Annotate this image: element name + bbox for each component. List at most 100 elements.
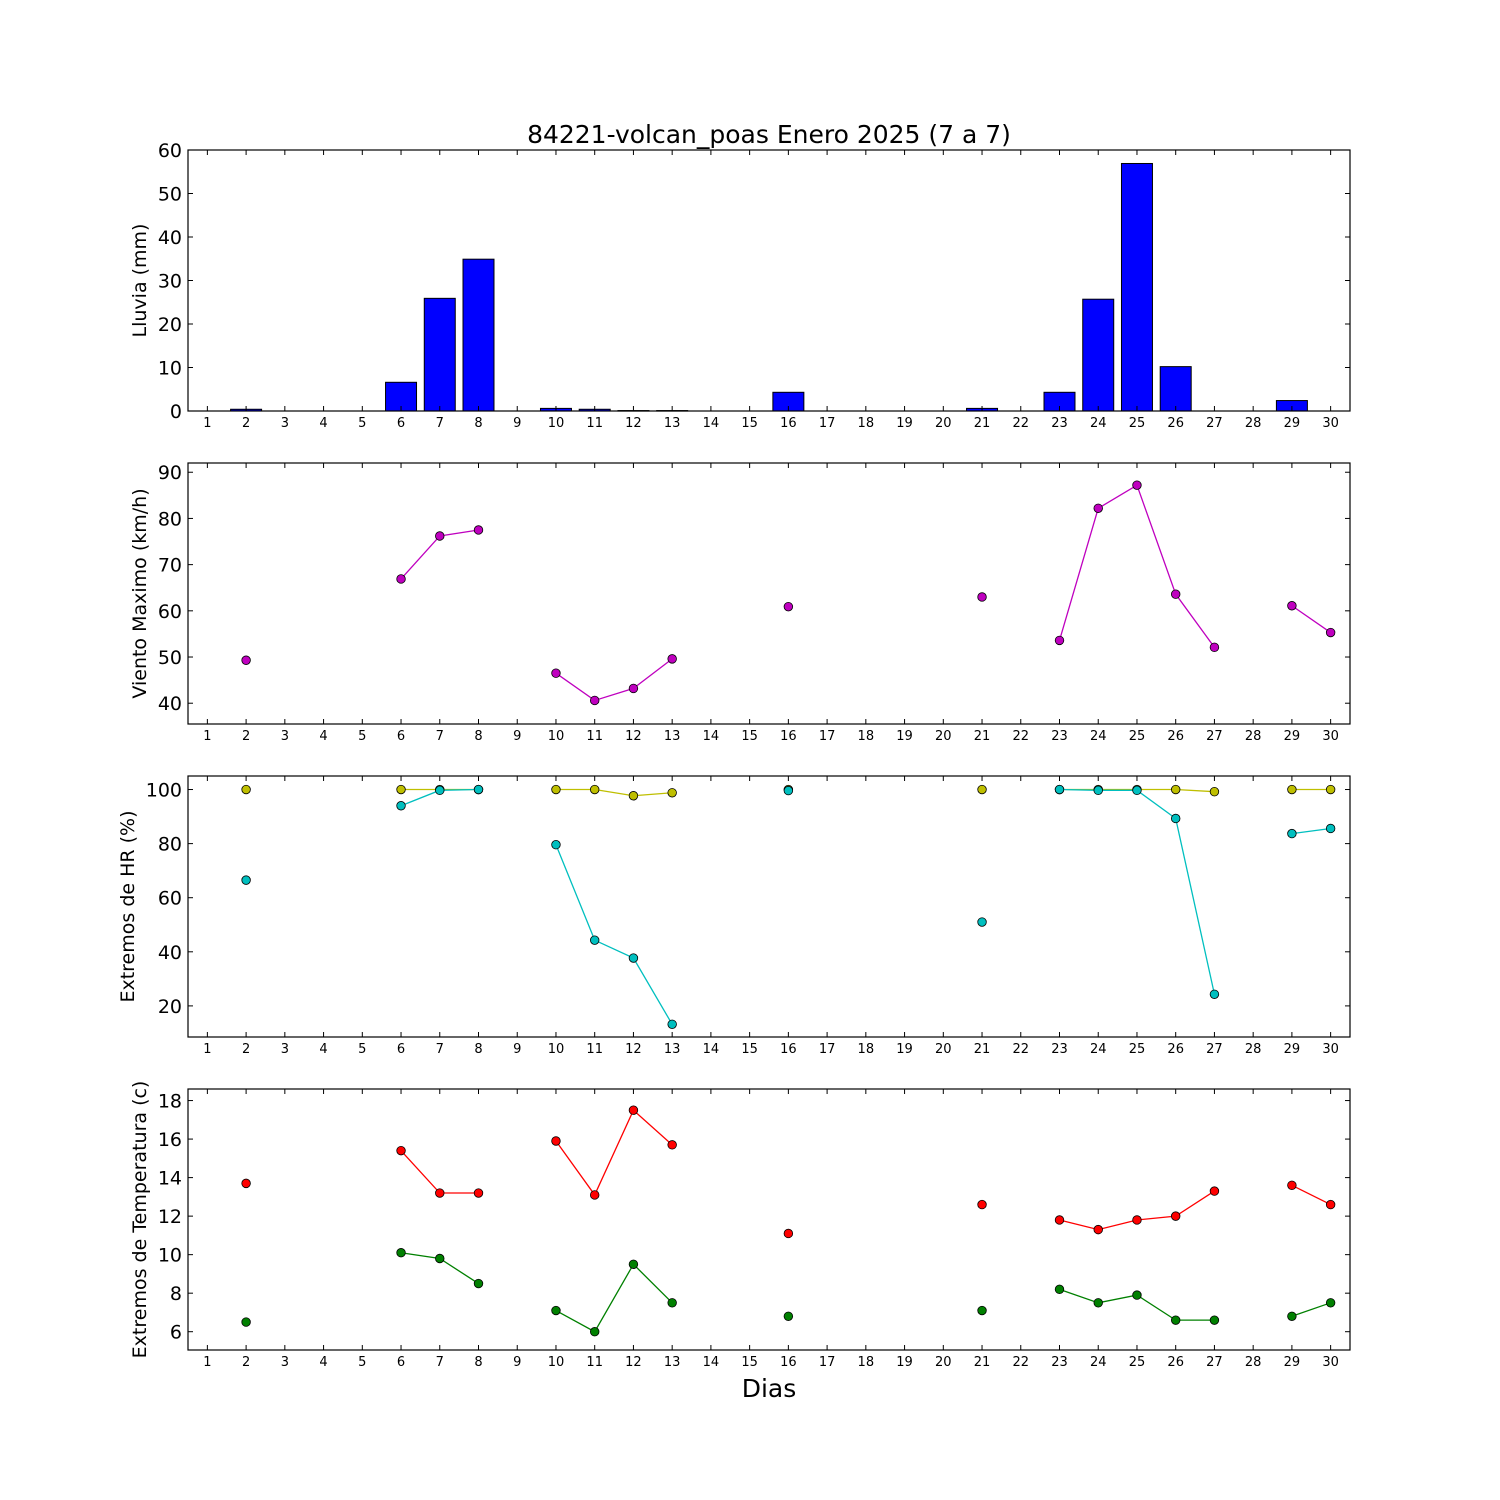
- x-tick-label: 20: [935, 1042, 952, 1057]
- data-point: [1287, 1180, 1297, 1191]
- data-point: [628, 1105, 639, 1115]
- x-tick-label: 3: [281, 729, 289, 744]
- x-tick-label: 17: [819, 729, 836, 744]
- x-tick-label: 18: [858, 1355, 875, 1370]
- data-point: [1325, 1199, 1336, 1210]
- chart-panels: 1 2 3 4 5 6 7 8 9 10 11 12 13 14 15 16 17 18 19 20 21 22 23 24 2…: [117, 140, 1351, 1370]
- x-tick-label: 1: [203, 416, 211, 431]
- series-line-segment: [1291, 827, 1331, 835]
- x-tick-label: 23: [1051, 1355, 1068, 1370]
- x-tick-label: 16: [780, 416, 797, 431]
- x-tick-label: 21: [974, 416, 991, 431]
- data-point: [473, 784, 484, 795]
- x-tick-label: 19: [896, 1355, 913, 1370]
- x-tick-label: 17: [819, 416, 836, 431]
- data-point: [590, 784, 600, 795]
- temperature-panel: 1 2 3 4 5 6 7 8 9 10 11 12 13 14 15 16 17 18 19 20 21 22 23 24 2…: [129, 1081, 1351, 1370]
- data-point: [396, 1145, 406, 1156]
- x-tick-label: 12: [625, 416, 642, 431]
- x-tick-label: 13: [664, 729, 681, 744]
- data-point: [667, 654, 677, 664]
- x-tick-label: 18: [858, 416, 875, 431]
- series-line-segment: [1291, 1302, 1331, 1317]
- y-axis-label: Lluvia (mm): [129, 224, 151, 338]
- rain-bar: [385, 381, 418, 412]
- data-point: [1209, 642, 1220, 653]
- data-point: [551, 784, 561, 795]
- data-point: [1170, 1315, 1181, 1325]
- x-tick-label: 3: [281, 416, 289, 431]
- rain-bar: [1159, 366, 1192, 412]
- y-tick-label: 80: [158, 508, 182, 530]
- y-tick-label: 30: [158, 271, 182, 293]
- data-point: [1093, 503, 1103, 513]
- x-tick-label: 20: [935, 729, 952, 744]
- x-tick-label: 29: [1284, 416, 1301, 431]
- data-point: [435, 1253, 445, 1264]
- x-tick-label: 19: [896, 729, 913, 744]
- x-tick-label: 27: [1206, 1042, 1223, 1057]
- data-point: [1287, 784, 1297, 795]
- data-point: [1093, 1224, 1103, 1235]
- x-tick-label: 14: [703, 729, 720, 744]
- data-point: [783, 1311, 794, 1321]
- x-tick-label: 19: [896, 1042, 913, 1057]
- data-point: [667, 1298, 677, 1308]
- x-tick-label: 26: [1167, 729, 1184, 744]
- x-tick-label: 28: [1245, 1355, 1262, 1370]
- data-point: [396, 574, 406, 584]
- axes-frame: [187, 1088, 1351, 1351]
- x-tick-label: 6: [397, 416, 405, 431]
- data-point: [1170, 589, 1181, 599]
- y-tick-label: 90: [158, 462, 182, 484]
- data-point: [1287, 601, 1297, 611]
- y-axis-label: Viento Maximo (km/h): [129, 488, 151, 698]
- x-tick-label: 20: [935, 416, 952, 431]
- y-tick-label: 12: [158, 1206, 182, 1228]
- x-axis-label: Dias: [742, 1374, 797, 1403]
- y-tick-label: 6: [170, 1322, 182, 1344]
- data-point: [1287, 828, 1297, 839]
- series-1: [241, 784, 1336, 1029]
- data-point: [783, 1228, 794, 1239]
- data-point: [473, 1278, 484, 1289]
- x-tick-label: 8: [474, 1355, 482, 1370]
- y-tick-label: 60: [158, 140, 182, 162]
- x-tick-label: 14: [703, 1042, 720, 1057]
- x-tick-label: 6: [397, 729, 405, 744]
- data-point: [551, 1305, 561, 1316]
- series-line-segment: [555, 1109, 673, 1197]
- data-point: [977, 592, 987, 602]
- x-tick-label: 24: [1090, 1355, 1107, 1370]
- data-point: [1093, 785, 1103, 796]
- x-tick-label: 16: [780, 729, 797, 744]
- x-tick-label: 22: [1012, 729, 1029, 744]
- x-tick-label: 5: [358, 729, 366, 744]
- data-point: [1209, 989, 1220, 999]
- x-tick-label: 15: [741, 729, 758, 744]
- x-tick-label: 25: [1129, 1355, 1146, 1370]
- x-tick-label: 26: [1167, 1355, 1184, 1370]
- x-tick-label: 24: [1090, 729, 1107, 744]
- y-tick-label: 60: [158, 601, 182, 623]
- series-line-segment: [1291, 605, 1332, 634]
- x-tick-label: 28: [1245, 729, 1262, 744]
- x-tick-label: 29: [1284, 729, 1301, 744]
- x-tick-label: 4: [319, 416, 327, 431]
- data-point: [1054, 784, 1065, 795]
- data-point: [590, 1327, 600, 1337]
- x-tick-label: 19: [896, 416, 913, 431]
- data-point: [628, 791, 639, 801]
- data-point: [783, 601, 794, 612]
- rain-bar: [1082, 298, 1115, 412]
- data-point: [628, 683, 639, 694]
- x-tick-label: 7: [436, 729, 444, 744]
- x-tick-label: 29: [1284, 1042, 1301, 1057]
- x-tick-label: 7: [436, 1355, 444, 1370]
- x-tick-label: 16: [780, 1355, 797, 1370]
- x-tick-label: 6: [397, 1042, 405, 1057]
- data-point: [241, 784, 251, 795]
- x-tick-label: 13: [664, 1042, 681, 1057]
- y-tick-label: 40: [158, 227, 182, 249]
- x-tick-label: 6: [397, 1355, 405, 1370]
